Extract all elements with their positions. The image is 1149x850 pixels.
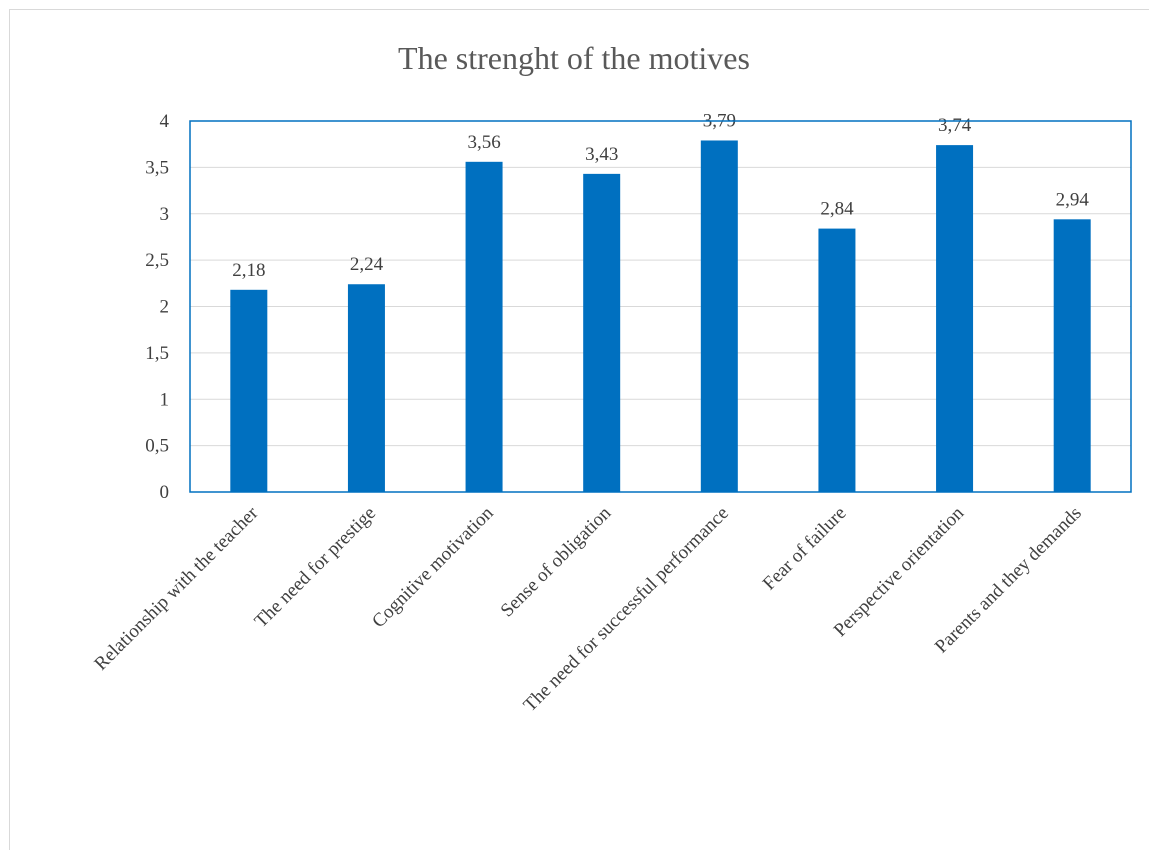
y-tick-label: 1,5 [145,343,169,364]
x-tick-label: The need for successful performance [520,503,733,716]
y-tick-label: 3,5 [145,157,169,178]
bar [701,140,738,492]
bars [230,140,1090,492]
data-label: 2,84 [820,199,854,220]
gridlines [190,167,1131,445]
x-tick-label: Perspective orientation [830,502,969,641]
y-tick-label: 2 [160,297,170,318]
y-axis: 0 0,5 1 1,5 2 2,5 3 3,5 4 [145,111,169,503]
x-tick-label: Fear of failure [759,503,851,595]
x-tick-label: The need for prestige [251,503,380,632]
data-label: 2,94 [1056,189,1090,210]
data-label: 2,18 [232,260,265,281]
y-tick-label: 4 [160,111,170,132]
data-label: 3,43 [585,144,618,165]
x-tick-label: Relationship with the teacher [90,502,262,674]
bar [1054,219,1091,492]
bar [936,145,973,492]
bar [583,174,620,492]
data-label: 2,24 [350,254,384,275]
chart-title: The strenght of the motives [398,40,750,76]
y-tick-label: 0,5 [145,436,169,457]
bar [466,162,503,492]
y-tick-label: 2,5 [145,250,169,271]
data-label: 3,56 [467,132,500,153]
y-tick-label: 0 [160,482,170,503]
x-tick-label: Sense of obligation [497,502,616,621]
y-tick-label: 1 [160,389,170,410]
x-tick-label: Cognitive motivation [368,502,498,632]
bar [230,290,267,492]
bar [348,284,385,492]
bar [818,229,855,492]
y-tick-label: 3 [160,204,170,225]
data-label: 3,74 [938,115,972,136]
